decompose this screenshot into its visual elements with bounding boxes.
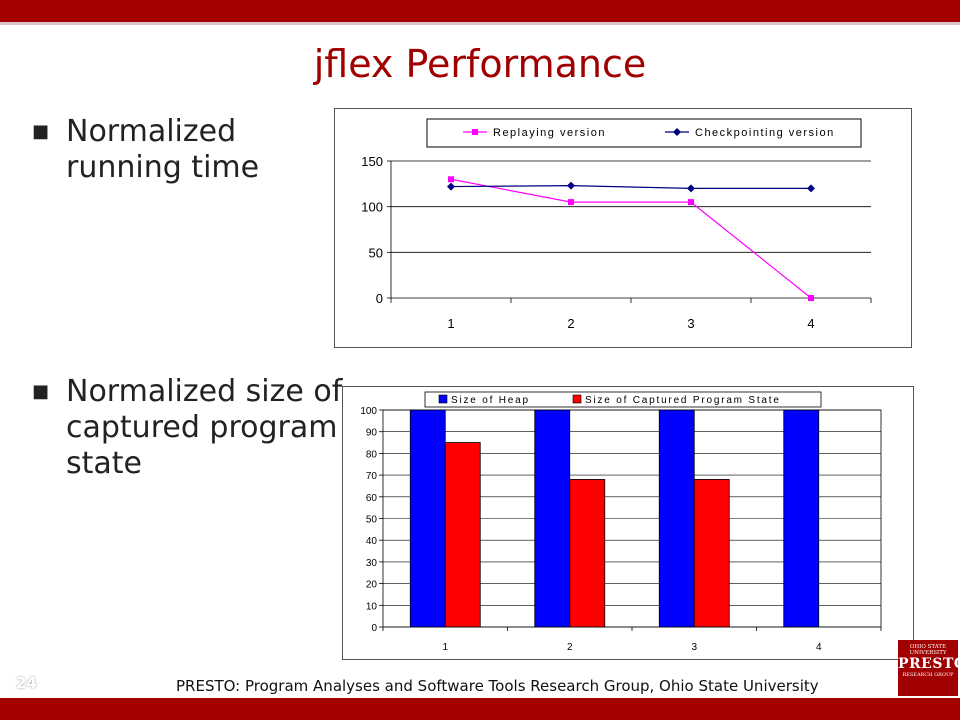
page-number: 24: [16, 674, 37, 692]
legend-marker-1: [673, 128, 681, 136]
y-tick-label: 0: [376, 291, 383, 306]
y-tick-label: 100: [361, 200, 383, 215]
series-line-1: [450, 185, 811, 190]
legend-label-1: Size of Captured Program State: [585, 395, 781, 406]
logo-presto: PRESTO: [898, 656, 960, 672]
y-tick-label: 30: [366, 558, 378, 569]
logo-university: OHIO STATE UNIVERSITY: [909, 644, 947, 656]
legend-swatch-1: [572, 394, 582, 404]
legend-label-0: Replaying version: [493, 127, 606, 139]
y-tick-label: 70: [366, 471, 378, 482]
bottom-accent-bar: [0, 698, 960, 720]
x-tick-label: 1: [447, 316, 454, 331]
y-tick-label: 20: [366, 580, 378, 591]
data-point-replaying: [688, 199, 694, 206]
footer-text: PRESTO: Program Analyses and Software To…: [176, 677, 819, 695]
logo-research-group: RESEARCH GROUP: [902, 672, 954, 678]
bullet-square-icon: ■: [32, 381, 50, 402]
data-point-checkpointing: [807, 184, 815, 193]
bar-heap-size: [658, 409, 695, 628]
legend-label-1: Checkpointing version: [695, 127, 835, 139]
bullet-square-icon: ■: [32, 121, 50, 142]
bar-captured-state-size: [444, 442, 481, 628]
x-tick-label: 3: [691, 642, 697, 653]
data-point-checkpointing: [567, 181, 575, 190]
series-line-0: [450, 178, 812, 299]
bar-chart-svg: 0 10 20 30 40 50 60 70 80 90 100 1 2 3 4 Size of Heap Si…: [360, 391, 882, 653]
y-tick-label: 10: [366, 601, 378, 612]
x-tick-label: 3: [687, 316, 694, 331]
slide-title: jflex Performance: [313, 42, 647, 86]
x-tick-label: 4: [807, 316, 814, 331]
legend-box: [424, 391, 822, 408]
x-tick-label: 2: [567, 642, 573, 653]
top-accent-bar: [0, 0, 960, 25]
data-point-replaying: [448, 176, 454, 183]
y-tick-label: 50: [366, 515, 378, 526]
line-chart-running-time: Replaying version Checkpointing version 0 5…: [334, 108, 912, 348]
x-tick-label: 2: [567, 316, 574, 331]
legend-label-0: Size of Heap: [451, 395, 530, 406]
y-tick-label: 90: [366, 428, 378, 439]
data-point-replaying: [568, 199, 574, 206]
legend-swatch-0: [438, 394, 448, 404]
data-point-replaying: [808, 295, 814, 301]
bar-chart-state-size: 0 10 20 30 40 50 60 70 80 90 100 1 2 3 4 Size of Heap Si…: [342, 386, 914, 660]
legend-marker-0: [472, 129, 478, 135]
bullet-text: Normalized size of captured program stat…: [66, 374, 343, 481]
bar-captured-state-size: [569, 479, 606, 628]
y-tick-label: 0: [371, 623, 377, 634]
data-point-checkpointing: [687, 184, 695, 193]
y-tick-label: 50: [369, 245, 383, 260]
x-tick-label: 1: [442, 642, 448, 653]
x-tick-label: 4: [816, 642, 822, 653]
y-tick-label: 80: [366, 449, 378, 460]
bar-captured-state-size: [693, 479, 730, 628]
line-chart-svg: Replaying version Checkpointing version 0 5…: [361, 118, 872, 331]
legend-box: [426, 118, 862, 148]
y-tick-label: 150: [361, 154, 383, 169]
bar-heap-size: [409, 409, 446, 628]
bar-heap-size: [534, 409, 571, 628]
presto-logo: OHIO STATE UNIVERSITY PRESTO RESEARCH GR…: [898, 640, 960, 696]
data-point-checkpointing: [447, 182, 455, 191]
y-tick-label: 100: [360, 406, 377, 417]
y-tick-label: 40: [366, 536, 378, 547]
y-tick-label: 60: [366, 493, 378, 504]
bullet-program-state-size: ■ Normalized size of captured program st…: [32, 374, 346, 482]
bullet-running-time: ■ Normalized running time: [32, 114, 316, 186]
bar-heap-size: [783, 409, 820, 628]
bullet-text: Normalized running time: [66, 114, 260, 185]
